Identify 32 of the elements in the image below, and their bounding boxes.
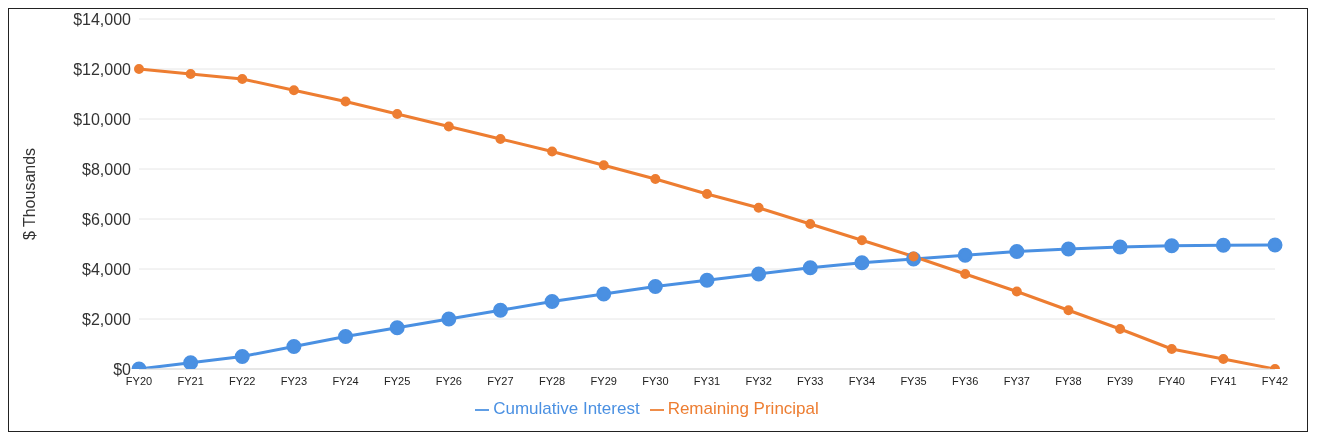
x-tick-label: FY25 xyxy=(384,374,411,387)
x-tick-label: FY35 xyxy=(900,374,927,387)
y-axis-title: $ Thousands xyxy=(20,147,38,241)
x-tick-label: FY28 xyxy=(538,374,566,387)
x-tick-label: FY24 xyxy=(332,374,359,387)
x-tick-label: FY38 xyxy=(1055,374,1082,387)
x-tick-label: FY21 xyxy=(177,374,204,387)
x-tick-label: FY41 xyxy=(1210,374,1237,387)
x-tick-label: FY26 xyxy=(435,374,462,387)
y-tick-label: $12,000 xyxy=(73,60,132,78)
x-tick-label: FY40 xyxy=(1158,374,1185,387)
x-tick-label: FY37 xyxy=(1003,374,1030,387)
y-tick-label: $10,000 xyxy=(73,110,132,128)
x-tick-label: FY39 xyxy=(1106,374,1134,387)
x-tick-label: FY33 xyxy=(797,374,824,387)
legend-label: Remaining Principal xyxy=(667,399,819,418)
x-tick-label: FY23 xyxy=(280,374,308,387)
x-tick-label: FY32 xyxy=(745,374,772,387)
y-tick-label: $6,000 xyxy=(82,210,132,228)
x-tick-label: FY22 xyxy=(229,374,256,387)
x-tick-label: FY30 xyxy=(642,374,669,387)
x-tick-label: FY36 xyxy=(952,374,979,387)
x-tick-label: FY34 xyxy=(848,374,876,387)
x-tick-label: FY27 xyxy=(487,374,514,387)
y-tick-label: $4,000 xyxy=(82,260,132,278)
x-tick-label: FY42 xyxy=(1261,374,1289,387)
x-tick-label: FY29 xyxy=(590,374,617,387)
y-tick-label: $2,000 xyxy=(82,310,132,328)
legend-label: Cumulative Interest xyxy=(493,399,640,418)
x-tick-label: FY31 xyxy=(693,374,721,387)
y-tick-label: $14,000 xyxy=(73,10,132,28)
y-tick-label: $8,000 xyxy=(82,160,132,178)
